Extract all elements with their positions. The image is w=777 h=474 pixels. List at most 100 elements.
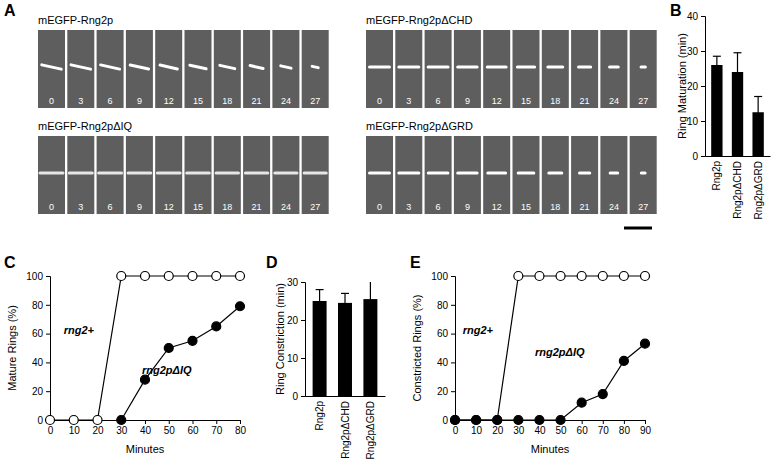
series-point <box>493 416 502 425</box>
frame <box>483 30 510 108</box>
series-point <box>577 272 586 281</box>
x-tick-label: Rng2pΔCHD <box>340 401 351 459</box>
series-point <box>236 272 245 281</box>
time-label: 12 <box>492 96 502 106</box>
x-tick-mark <box>645 420 646 424</box>
time-label: 21 <box>252 202 262 212</box>
x-tick-label: 30 <box>513 425 525 436</box>
series-label: rng2pΔIQ <box>535 346 585 358</box>
series-point <box>117 272 126 281</box>
series-point <box>212 272 221 281</box>
panel-letter: C <box>4 254 16 271</box>
series-point <box>69 416 78 425</box>
ring <box>370 66 390 69</box>
time-label: 21 <box>580 202 590 212</box>
x-tick-label: 90 <box>640 425 652 436</box>
x-tick: 80 <box>235 420 247 436</box>
x-tick: 90 <box>640 420 652 436</box>
x-tick-label: 60 <box>187 425 199 436</box>
series-point <box>641 272 650 281</box>
error-cap <box>316 289 324 290</box>
y-tick-label: 20 <box>437 386 449 397</box>
series-point <box>598 272 607 281</box>
y-tick-label: 30 <box>687 46 699 57</box>
x-tick-label: 60 <box>577 425 589 436</box>
y-tick: 20 <box>32 386 50 397</box>
time-label: 0 <box>377 202 382 212</box>
ring <box>250 66 263 69</box>
y-tick: 40 <box>437 357 455 368</box>
y-tick-mark <box>451 391 455 392</box>
x-tick-label: 10 <box>69 425 81 436</box>
time-label: 27 <box>310 96 320 106</box>
y-tick-mark <box>301 396 305 397</box>
frame <box>513 30 540 108</box>
ring <box>579 172 589 175</box>
x-axis-line <box>706 156 771 157</box>
ring <box>42 65 61 69</box>
frame <box>395 136 422 214</box>
x-tick-label: 20 <box>92 425 104 436</box>
frame <box>302 30 329 108</box>
y-tick-label: 20 <box>32 386 44 397</box>
series-point <box>164 344 173 353</box>
x-tick: 70 <box>211 420 223 436</box>
y-axis: 0102030 <box>287 277 306 402</box>
time-label: 3 <box>78 96 83 106</box>
x-tick-label: 30 <box>116 425 128 436</box>
y-tick-mark <box>701 51 705 52</box>
error-bar <box>758 97 759 129</box>
plot-area <box>46 272 245 425</box>
y-tick: 100 <box>431 271 455 282</box>
frame <box>571 30 598 108</box>
series-point <box>117 416 126 425</box>
frame <box>542 136 569 214</box>
x-tick: Rng2pΔCHD <box>732 156 743 219</box>
series-point <box>619 272 628 281</box>
y-tick: 60 <box>32 328 50 339</box>
series-point <box>164 272 173 281</box>
y-tick: 10 <box>687 116 705 127</box>
time-label: 27 <box>638 202 648 212</box>
x-tick: Rng2pΔCHD <box>340 396 351 459</box>
frame <box>483 136 510 214</box>
ring <box>428 66 448 69</box>
y-tick-mark <box>301 320 305 321</box>
x-axis-title: Minutes <box>126 443 165 455</box>
panel-letter: A <box>4 2 16 19</box>
frame <box>542 30 569 108</box>
y-tick-mark <box>46 391 50 392</box>
ring <box>641 66 645 69</box>
time-label: 9 <box>465 96 470 106</box>
series-label: rng2+ <box>463 324 494 336</box>
frame <box>185 136 212 214</box>
series-point <box>212 322 221 331</box>
series-point <box>141 375 150 384</box>
x-tick-mark <box>169 420 170 424</box>
series-point <box>93 416 102 425</box>
strip-label: mEGFP-Rng2pΔIQ <box>38 120 133 132</box>
ring <box>275 172 297 175</box>
image-strip: mEGFP-Rng2pΔCHD0369121518212427 <box>366 14 657 108</box>
y-tick-mark <box>701 121 705 122</box>
x-tick-label: 50 <box>555 425 567 436</box>
x-tick-mark <box>624 420 625 424</box>
x-tick-label: 0 <box>453 425 459 436</box>
ring <box>40 172 63 175</box>
x-tick-mark <box>145 420 146 424</box>
x-tick-label: 50 <box>164 425 176 436</box>
y-tick-mark <box>301 358 305 359</box>
time-label: 6 <box>436 96 441 106</box>
frame <box>600 30 627 108</box>
frame <box>67 30 94 108</box>
x-tick: Rng2pΔGRD <box>365 396 376 459</box>
y-tick: 20 <box>287 315 305 326</box>
x-tick-label: 20 <box>492 425 504 436</box>
time-label: 9 <box>137 96 142 106</box>
time-label: 6 <box>108 96 113 106</box>
series-point <box>472 416 481 425</box>
x-tick-label: Rng2pΔGRD <box>753 161 764 219</box>
time-label: 0 <box>49 202 54 212</box>
series-point <box>535 416 544 425</box>
time-label: 18 <box>222 96 232 106</box>
